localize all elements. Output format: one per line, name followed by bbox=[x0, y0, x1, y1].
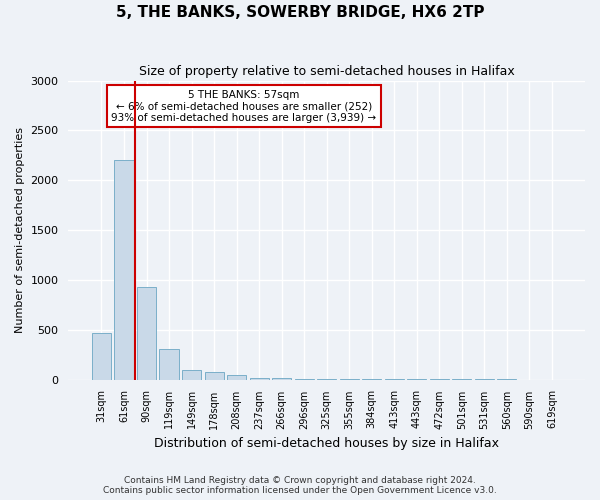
Text: 5 THE BANKS: 57sqm
← 6% of semi-detached houses are smaller (252)
93% of semi-de: 5 THE BANKS: 57sqm ← 6% of semi-detached… bbox=[112, 90, 377, 122]
Bar bbox=[272, 378, 291, 380]
Bar bbox=[160, 348, 179, 380]
Bar bbox=[137, 287, 156, 380]
X-axis label: Distribution of semi-detached houses by size in Halifax: Distribution of semi-detached houses by … bbox=[154, 437, 499, 450]
Y-axis label: Number of semi-detached properties: Number of semi-detached properties bbox=[15, 127, 25, 333]
Bar bbox=[92, 332, 111, 380]
Text: 5, THE BANKS, SOWERBY BRIDGE, HX6 2TP: 5, THE BANKS, SOWERBY BRIDGE, HX6 2TP bbox=[116, 5, 484, 20]
Bar bbox=[205, 372, 224, 380]
Bar bbox=[182, 370, 201, 380]
Bar bbox=[250, 378, 269, 380]
Bar bbox=[295, 379, 314, 380]
Text: Contains HM Land Registry data © Crown copyright and database right 2024.
Contai: Contains HM Land Registry data © Crown c… bbox=[103, 476, 497, 495]
Title: Size of property relative to semi-detached houses in Halifax: Size of property relative to semi-detach… bbox=[139, 65, 515, 78]
Bar bbox=[227, 374, 246, 380]
Bar bbox=[115, 160, 134, 380]
